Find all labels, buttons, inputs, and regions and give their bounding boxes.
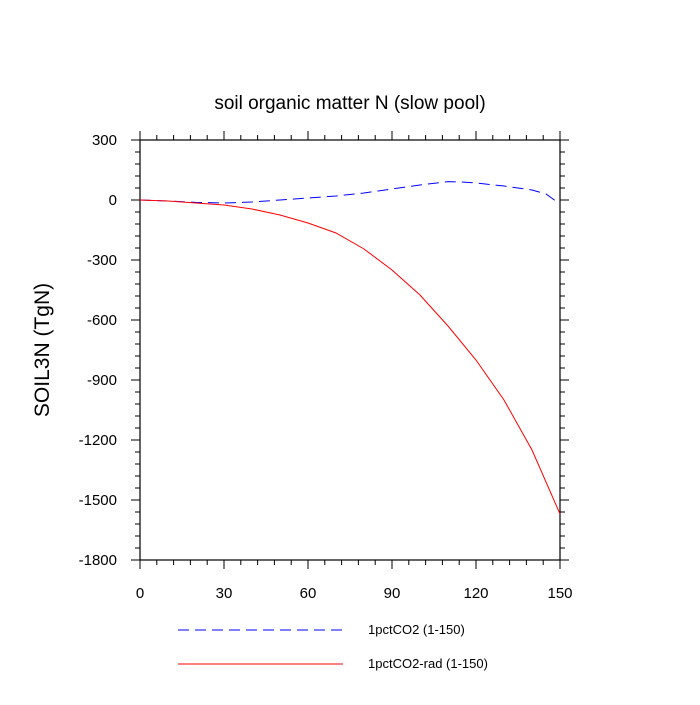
y-tick-label: 0 xyxy=(109,192,117,209)
plot-frame xyxy=(139,139,561,561)
x-tick-label: 0 xyxy=(136,585,144,602)
legend-label-1: 1pctCO2 (1-150) xyxy=(368,622,465,637)
legend: 1pctCO2 (1-150) 1pctCO2-rad (1-150) xyxy=(178,622,488,671)
y-tick-label: -1500 xyxy=(79,492,117,509)
x-tick-label: 30 xyxy=(216,585,233,602)
x-tick-label: 120 xyxy=(463,585,488,602)
series-line-2 xyxy=(139,199,561,515)
y-tick-label: -900 xyxy=(87,372,117,389)
y-tick-label: -300 xyxy=(87,252,117,269)
chart-title: soil organic matter N (slow pool) xyxy=(214,93,485,114)
series-line-1 xyxy=(139,181,561,205)
y-tick-label: -600 xyxy=(87,312,117,329)
x-tick-label: 60 xyxy=(300,585,317,602)
x-tick-label: 150 xyxy=(547,585,572,602)
series-layer xyxy=(139,181,561,515)
legend-label-2: 1pctCO2-rad (1-150) xyxy=(368,656,488,671)
y-axis-label: SOIL3N (TgN) xyxy=(31,283,54,417)
ticks: 0 30 60 90 120 150 300 0 -300 -600 -900 -1200 -1500 -… xyxy=(79,131,573,602)
y-tick-label: 300 xyxy=(92,132,117,149)
y-tick-label: -1800 xyxy=(79,552,117,569)
y-tick-label: -1200 xyxy=(79,432,117,449)
x-tick-label: 90 xyxy=(384,585,401,602)
